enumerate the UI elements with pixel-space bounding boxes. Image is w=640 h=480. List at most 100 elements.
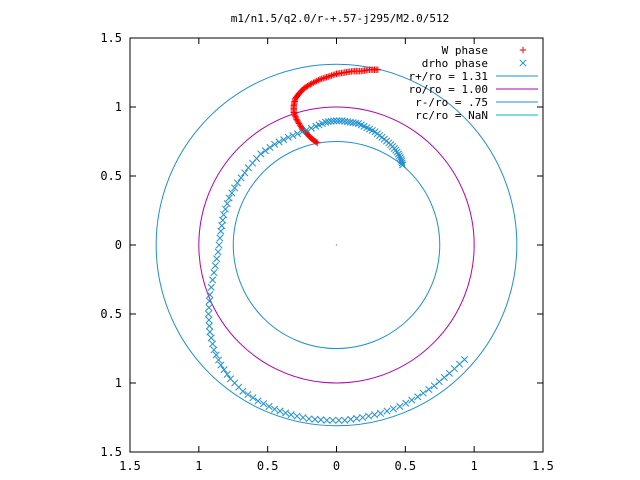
data-point [289,131,297,140]
axes: 1.5 1 0.5 0 0.5 1 1.51.510.500.511.5 [100,31,554,473]
y-tick-label: 0 [115,238,122,252]
data-point [215,241,223,249]
x-tick-label: 1 [195,459,202,473]
data-point [223,370,231,378]
data-point [376,409,385,417]
x-tick-label: 0.5 [394,459,416,473]
data-point [221,205,230,213]
x-tick-label: 0.5 [257,459,279,473]
data-point [280,136,288,144]
data-point [335,117,343,125]
data-point [365,412,373,420]
series-w-phase [290,66,381,147]
data-point [233,179,241,187]
data-point [213,255,221,263]
data-point [298,128,306,136]
data-point [307,124,315,132]
data-point [205,304,213,312]
data-point [239,387,247,395]
data-point [317,416,325,424]
data-point [383,407,391,415]
data-point [371,411,379,419]
data-point [353,414,361,422]
data-point [294,117,301,124]
data-point [359,413,367,422]
data-point [435,378,443,386]
data-point [205,322,213,330]
data-point [249,394,257,402]
y-tick-label: 1 [115,100,122,114]
data-point [341,416,349,424]
data-point [419,389,427,397]
data-point [216,234,224,242]
data-point [519,46,527,54]
data-point [329,416,337,424]
data-point [210,346,218,354]
data-point [330,117,338,125]
data-point [284,133,292,141]
data-point [440,373,448,382]
data-point [291,110,298,118]
y-tick-label: 1.5 [100,445,122,459]
data-point [323,73,330,81]
data-point [329,71,337,79]
data-point [293,116,300,123]
data-point [206,328,214,336]
y-tick-label: 0.5 [100,169,122,183]
data-point [519,59,527,67]
data-point [341,117,349,125]
data-point [276,407,284,415]
data-point [352,119,360,127]
data-point [299,413,307,422]
data-point [338,117,346,125]
data-point [354,120,363,128]
legend-label: r+/ro = 1.31 [409,70,488,83]
data-point [328,72,335,79]
data-point [210,269,218,277]
origin-marker [335,244,338,246]
data-point [292,113,299,120]
x-tick-label: 0 [333,459,340,473]
data-point [326,72,334,80]
y-tick-label: 1.5 [100,31,122,45]
data-point [292,114,300,122]
data-point [324,118,332,126]
data-point [228,189,236,197]
y-tick-label: 1 [115,376,122,390]
data-point [270,140,279,148]
data-point [282,409,290,417]
data-point [305,415,313,423]
data-point [408,396,416,404]
data-point [396,154,404,162]
data-point [430,382,438,390]
series-drho-phase [204,117,469,424]
data-point [206,291,214,299]
data-point [254,397,262,405]
data-point [211,262,219,270]
data-point [402,399,410,407]
chart-title: m1/n1.5/q2.0/r-+.57-j295/M2.0/512 [231,12,450,25]
data-point [212,351,220,359]
legend-label: drho phase [422,57,488,70]
y-tick-label: 0.5 [100,307,122,321]
data-point [207,334,215,342]
data-point [323,416,331,424]
data-point [265,402,273,411]
x-tick-label: 1.5 [532,459,554,473]
data-point [303,126,311,134]
reference-circles [155,63,518,427]
legend-label: r-/ro = .75 [415,96,488,109]
data-point [205,297,213,305]
data-point [244,164,252,172]
reference-circle [155,63,518,427]
data-point [374,66,381,73]
data-point [335,416,343,424]
data-point [331,71,339,78]
data-point [321,74,329,81]
data-point [220,366,228,374]
data-point [287,411,295,419]
data-point [209,340,217,348]
data-point [395,152,403,160]
data-point [343,118,352,126]
legend-label: ro/ro = 1.00 [409,83,488,96]
